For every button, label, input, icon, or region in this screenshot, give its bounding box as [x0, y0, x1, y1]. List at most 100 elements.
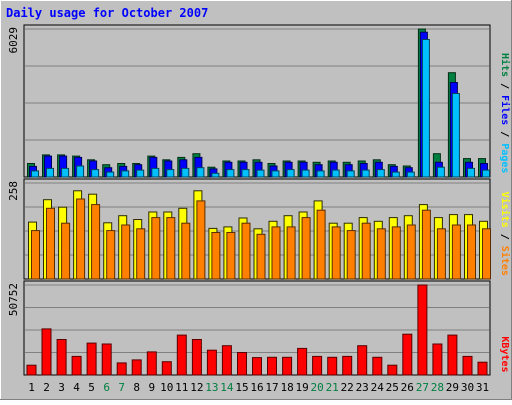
bar-kbytes-day-25 — [387, 364, 398, 376]
bar-kbytes-day-27 — [417, 284, 428, 376]
legend-entry: / — [499, 125, 510, 137]
x-tick-label-day-8: 8 — [133, 381, 140, 394]
bar-kbytes-day-22 — [342, 355, 353, 376]
legend-entry: / — [499, 77, 510, 89]
x-tick-label-day-24: 24 — [371, 381, 385, 394]
x-tick-label-day-20: 20 — [310, 381, 323, 394]
x-tick-label-day-30: 30 — [461, 381, 474, 394]
bar-pages-day-6 — [106, 171, 115, 178]
bar-sites-day-30 — [467, 224, 476, 280]
x-tick-label-day-10: 10 — [160, 381, 173, 394]
bar-kbytes-day-15 — [237, 352, 247, 376]
bar-sites-day-6 — [106, 230, 116, 280]
x-tick-label-day-1: 1 — [28, 381, 35, 394]
bar-pages-day-31 — [482, 169, 490, 178]
bar-pages-day-9 — [151, 167, 160, 178]
legend-kbytes: KBytes — [499, 336, 510, 372]
panel-visits: 258 Visits / Sites — [7, 178, 511, 280]
bar-kbytes-day-21 — [327, 356, 338, 376]
bar-pages-day-28 — [436, 166, 445, 178]
bar-kbytes-day-8 — [131, 359, 142, 376]
x-tick-label-day-5: 5 — [88, 381, 95, 394]
panel-hits: 6029 Hits / Files / Pages — [7, 24, 511, 178]
bar-pages-day-27 — [421, 39, 430, 178]
bar-sites-day-3 — [61, 222, 71, 280]
y-max-label-visits: 258 — [7, 181, 20, 201]
x-tick-label-day-12: 12 — [190, 381, 203, 394]
bar-sites-day-25 — [391, 226, 401, 280]
x-tick-label-day-7: 7 — [118, 381, 125, 394]
bar-pages-day-3 — [61, 167, 70, 178]
bar-kbytes-day-31 — [477, 361, 488, 376]
x-tick-label-day-17: 17 — [265, 381, 278, 394]
bar-sites-day-11 — [181, 222, 191, 280]
y-max-label-kbytes: 50752 — [7, 283, 20, 316]
bar-kbytes-day-20 — [312, 355, 323, 376]
x-tick-label-day-16: 16 — [250, 381, 263, 394]
bar-kbytes-day-19 — [297, 347, 308, 376]
bar-sites-day-7 — [121, 224, 131, 280]
bar-sites-day-21 — [331, 226, 341, 280]
bar-kbytes-day-10 — [161, 361, 172, 376]
bar-pages-day-12 — [196, 167, 205, 178]
bar-pages-day-15 — [241, 169, 250, 178]
x-tick-label-day-29: 29 — [446, 381, 459, 394]
bar-sites-day-31 — [482, 228, 491, 280]
bar-kbytes-day-14 — [221, 345, 232, 376]
x-tick-label-day-31: 31 — [476, 381, 489, 394]
bar-sites-day-17 — [271, 226, 281, 280]
bar-kbytes-day-2 — [41, 328, 52, 376]
bar-sites-day-18 — [286, 226, 296, 280]
bar-sites-day-9 — [151, 217, 161, 280]
bar-kbytes-day-6 — [101, 343, 112, 376]
x-axis-tick-labels: 1 2 3 4 5 6 7 8 9 10 11 12 13 14 15 16 17 18 19 20 21 22 23 24 2… — [28, 381, 489, 394]
x-tick-label-day-15: 15 — [235, 381, 248, 394]
legend-entry: KBytes — [499, 336, 510, 372]
bar-pages-day-22 — [346, 170, 355, 178]
x-tick-label-day-14: 14 — [220, 381, 234, 394]
x-tick-label-day-23: 23 — [356, 381, 369, 394]
bar-kbytes-day-3 — [56, 339, 67, 376]
bar-pages-day-5 — [91, 169, 100, 178]
chart-panels: 6029 Hits / Files / Pages 258 Visits / Site… — [7, 24, 511, 376]
bar-sites-day-4 — [76, 198, 86, 280]
bar-kbytes-day-5 — [86, 342, 97, 376]
bar-pages-day-11 — [181, 167, 190, 178]
bar-pages-day-10 — [166, 169, 175, 178]
bar-kbytes-day-11 — [176, 334, 187, 376]
bar-kbytes-day-1 — [26, 364, 37, 376]
x-tick-label-day-6: 6 — [103, 381, 110, 394]
x-tick-label-day-28: 28 — [431, 381, 444, 394]
bar-sites-day-5 — [91, 204, 101, 280]
bar-pages-day-18 — [286, 169, 295, 178]
legend-visits: Visits / Sites — [499, 192, 511, 276]
bar-pages-day-25 — [391, 171, 400, 178]
x-tick-label-day-22: 22 — [341, 381, 354, 394]
bar-pages-day-7 — [121, 170, 130, 178]
bar-kbytes-day-12 — [191, 339, 202, 376]
x-tick-label-day-9: 9 — [148, 381, 155, 394]
legend-entry: / — [499, 228, 510, 240]
legend-entry: Visits — [499, 192, 511, 228]
bar-kbytes-day-7 — [116, 362, 127, 376]
bar-sites-day-16 — [256, 233, 266, 280]
legend-entry: Files — [499, 89, 511, 125]
bar-pages-day-23 — [361, 169, 370, 178]
bar-pages-day-16 — [256, 169, 265, 178]
bar-sites-day-1 — [31, 230, 40, 280]
bar-kbytes-day-16 — [252, 357, 262, 376]
x-tick-label-day-27: 27 — [416, 381, 429, 394]
bar-sites-day-12 — [196, 200, 206, 280]
bar-kbytes-day-29 — [447, 334, 458, 376]
bar-sites-day-26 — [406, 224, 416, 280]
x-tick-label-day-3: 3 — [58, 381, 65, 394]
bar-sites-day-13 — [211, 232, 221, 280]
bar-sites-day-8 — [136, 228, 146, 280]
bar-sites-day-14 — [226, 232, 236, 280]
bar-sites-day-10 — [166, 217, 176, 280]
bar-kbytes-day-9 — [146, 351, 157, 376]
bar-pages-day-14 — [226, 169, 235, 178]
bar-sites-day-15 — [241, 222, 251, 280]
